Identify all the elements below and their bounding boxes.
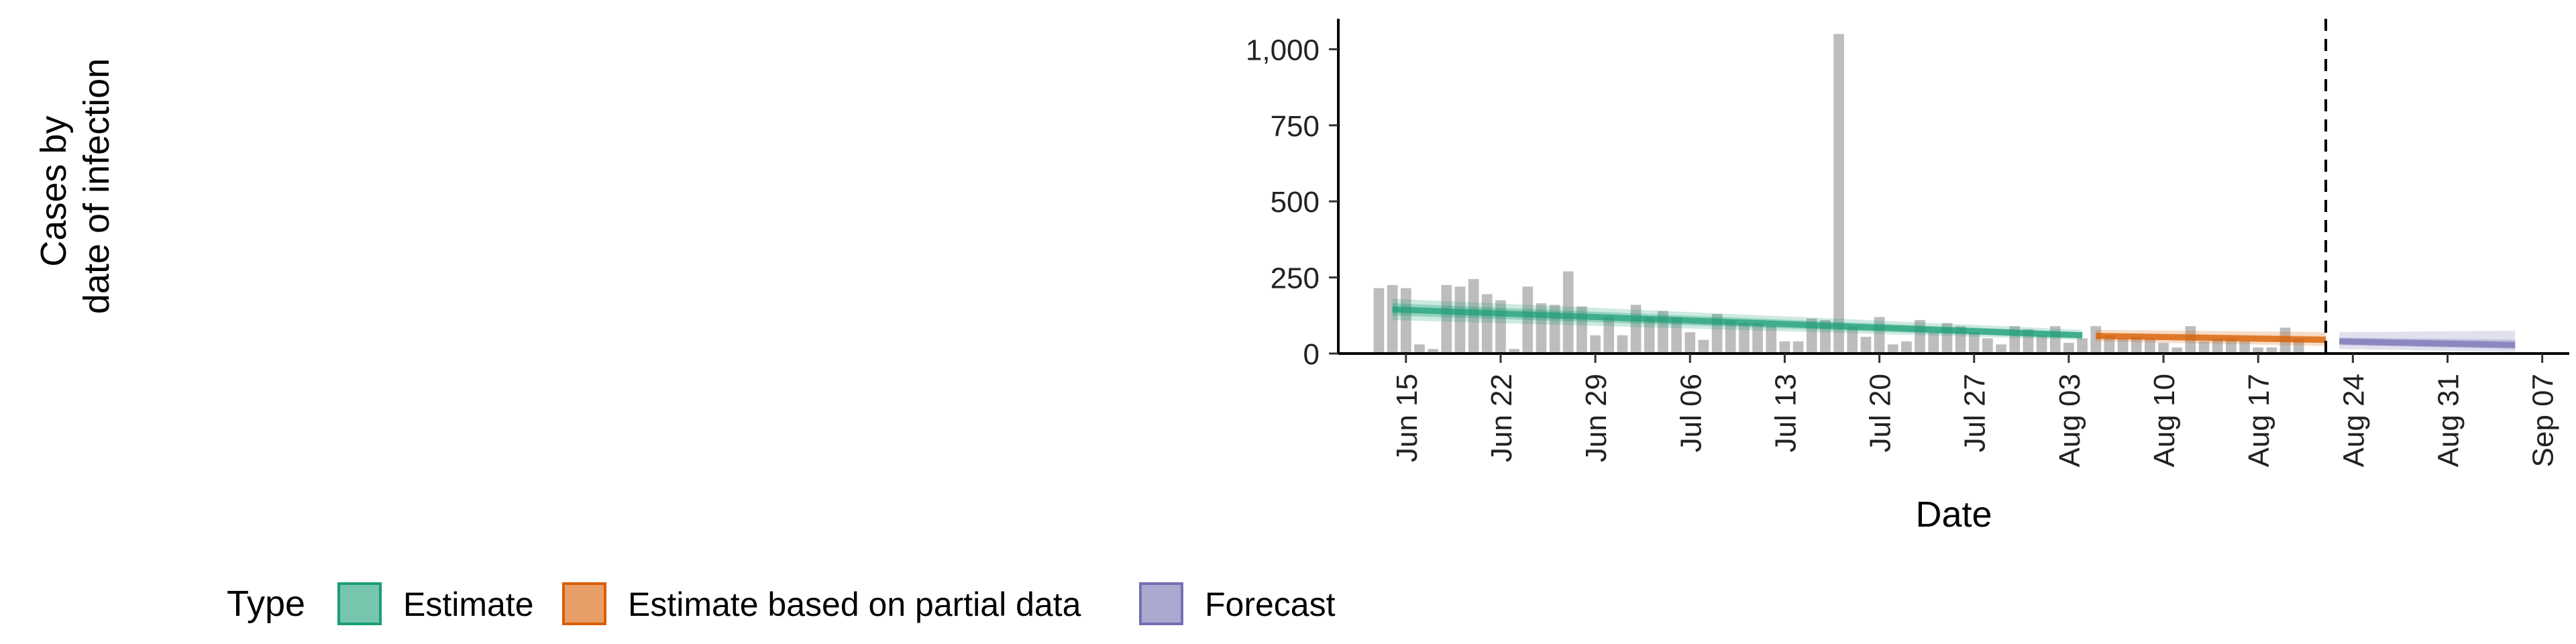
legend-key <box>562 582 606 625</box>
case-bar <box>2266 347 2277 354</box>
case-bar <box>1996 344 2006 354</box>
case-bar <box>2077 338 2088 354</box>
axes-layer: 0 250 500 750 1,000 Jun 15 Jun 22 Jun 29 Jul 06 J… <box>1246 19 2569 467</box>
legend-item-label: Estimate <box>403 586 534 623</box>
y-tick-label: 0 <box>1303 338 1320 371</box>
x-tick-label: Aug 03 <box>2053 374 2086 467</box>
y-axis-title-line-1: Cases by <box>34 115 74 266</box>
x-tick-label: Jul 20 <box>1864 374 1897 452</box>
case-bar <box>2145 338 2155 354</box>
case-bar <box>1454 286 1466 354</box>
case-bar <box>1860 337 1872 354</box>
case-bar <box>1428 349 1438 354</box>
x-tick-label: Jun 29 <box>1580 374 1613 462</box>
legend-key <box>337 582 382 625</box>
legend-title: Type <box>227 584 305 624</box>
y-tick-label: 250 <box>1271 262 1320 295</box>
case-bar <box>1725 320 1736 354</box>
case-bar <box>2171 347 2183 354</box>
case-bar <box>1644 317 1655 354</box>
case-bar <box>1833 34 1844 354</box>
case-bar <box>1779 341 1790 354</box>
median-line <box>1392 306 2083 339</box>
case-bar <box>1562 271 1574 354</box>
case-bar <box>2104 335 2115 354</box>
case-bar <box>1373 288 1385 354</box>
legend-item-label: Forecast <box>1205 586 1336 623</box>
case-bar <box>2198 341 2210 354</box>
x-tick-label: Aug 24 <box>2337 374 2370 467</box>
case-bar <box>1766 326 1777 354</box>
x-axis-title: Date <box>1915 494 1992 535</box>
median-line <box>2339 338 2516 348</box>
x-tick-label: Sep 07 <box>2527 374 2560 467</box>
case-bar <box>2036 335 2047 354</box>
case-bar <box>2226 338 2237 354</box>
x-tick-label: Aug 31 <box>2432 374 2465 467</box>
case-bar <box>1590 335 1601 354</box>
x-tick-label: Aug 10 <box>2148 374 2181 467</box>
y-tick-label: 750 <box>1271 110 1320 143</box>
case-bar <box>1792 341 1804 354</box>
y-tick-label: 500 <box>1271 186 1320 219</box>
x-tick-label: Aug 17 <box>2243 374 2275 467</box>
case-bar <box>1414 344 1425 354</box>
legend: Type Estimate Estimate based on partial d… <box>227 582 1336 625</box>
x-tick-label: Jul 27 <box>1959 374 1992 452</box>
case-bar <box>1739 323 1750 354</box>
case-bar <box>1468 278 1479 354</box>
case-bar <box>2131 337 2142 354</box>
x-tick-label: Jul 13 <box>1769 374 1802 452</box>
case-bar <box>2239 341 2250 354</box>
y-tick-label: 1,000 <box>1246 34 1320 66</box>
case-bar <box>1752 323 1763 354</box>
case-bar <box>1698 339 1709 354</box>
bands-layer <box>1392 299 2516 352</box>
median-line <box>2096 333 2326 343</box>
case-bar <box>1481 294 1493 354</box>
case-bar <box>1887 344 1898 354</box>
case-bar <box>1968 332 1980 354</box>
case-bar <box>2212 338 2223 354</box>
case-bar <box>1509 349 1519 354</box>
case-bar <box>1441 284 1452 354</box>
legend-key <box>1139 582 1183 625</box>
case-bar <box>2253 347 2263 354</box>
case-bar <box>2063 343 2074 354</box>
x-tick-label: Jul 06 <box>1674 374 1707 452</box>
case-bar <box>1617 335 1628 354</box>
case-bar <box>1901 341 1912 354</box>
case-bar <box>1401 288 1411 354</box>
case-bar <box>1847 326 1858 354</box>
legend-item-label: Estimate based on partial data <box>628 586 1081 623</box>
case-bar <box>2158 343 2169 354</box>
case-bar <box>1603 317 1615 354</box>
case-bar <box>1982 338 1993 354</box>
case-bar <box>1684 332 1696 354</box>
case-bar <box>1671 317 1682 354</box>
case-bar <box>2117 338 2129 354</box>
case-bar <box>1522 286 1534 354</box>
case-bar <box>1387 284 1398 354</box>
x-tick-label: Jun 22 <box>1485 374 1518 462</box>
y-axis-title: Cases by date of infection <box>34 58 117 314</box>
case-bar <box>1928 332 1939 354</box>
y-axis-title-line-2: date of infection <box>76 58 117 314</box>
x-tick-label: Jun 15 <box>1391 374 1424 462</box>
